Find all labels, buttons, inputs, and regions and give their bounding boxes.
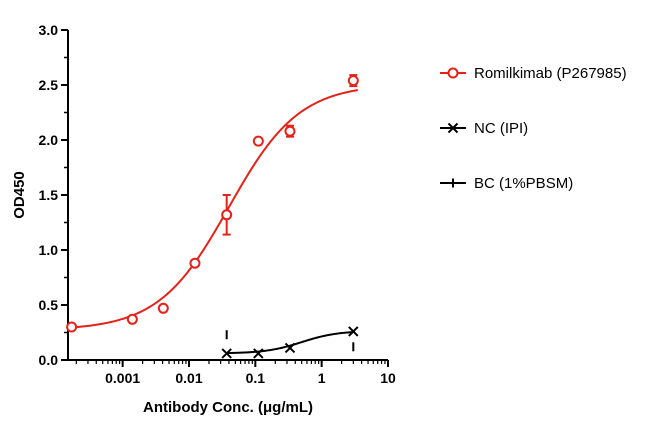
axes: 0.0 0.5 1.0 1.5 2.0 2.5 3.0 0.001 0.01 0.1 1 10: [39, 22, 396, 386]
series-0: [66, 74, 359, 333]
legend-item: NC (IPI): [440, 120, 528, 137]
x-tick-label: 0.1: [246, 370, 266, 386]
data-point: [253, 348, 264, 359]
data-point: [284, 342, 296, 354]
legend-item: Romilkimab (P267985): [440, 65, 627, 82]
y-tick-label: 0.5: [39, 297, 59, 313]
data-point: [189, 257, 201, 269]
data-point: [221, 209, 233, 221]
x-tick-label: 0.01: [175, 370, 202, 386]
x-axis-title: Antibody Conc. (μg/mL): [143, 399, 313, 416]
y-tick-label: 2.0: [39, 132, 59, 148]
legend-label: Romilkimab (P267985): [474, 65, 627, 82]
legend-marker: [447, 122, 459, 134]
x-tick-label: 1: [318, 370, 326, 386]
data-point: [66, 321, 78, 333]
y-tick-label: 1.5: [39, 187, 59, 203]
data-point: [126, 313, 138, 325]
legend-marker: [447, 67, 459, 79]
x-tick-label: 0.001: [105, 370, 140, 386]
data-point: [221, 348, 232, 359]
series-layer: [66, 74, 359, 359]
legend: Romilkimab (P267985) NC (IPI) BC (1%PBSM): [440, 65, 627, 192]
legend-item: BC (1%PBSM): [440, 175, 573, 192]
series-1: [221, 326, 359, 359]
legend-label: BC (1%PBSM): [474, 175, 573, 192]
y-tick-label: 2.5: [39, 77, 59, 93]
y-tick-label: 3.0: [39, 22, 59, 38]
y-tick-label: 1.0: [39, 242, 59, 258]
fit-curve: [226, 331, 354, 355]
data-point: [348, 326, 359, 337]
y-axis-title: OD450: [11, 171, 28, 219]
series-2: [225, 330, 355, 352]
data-point: [284, 125, 296, 137]
data-point: [347, 75, 359, 87]
legend-label: NC (IPI): [474, 120, 528, 137]
fit-curve: [67, 89, 358, 329]
data-point: [252, 135, 264, 147]
x-tick-label: 10: [380, 370, 396, 386]
data-point: [157, 302, 169, 314]
y-tick-label: 0.0: [39, 352, 59, 368]
